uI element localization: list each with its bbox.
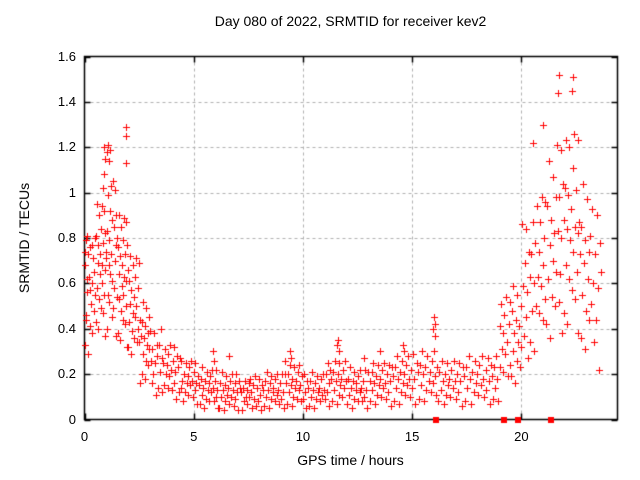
x-tick-label: 10	[295, 429, 311, 444]
y-tick-label: 0.6	[57, 275, 76, 291]
y-tick-label: 1.4	[57, 93, 76, 109]
x-tick-label: 5	[190, 429, 198, 444]
chart-title: Day 080 of 2022, SRMTID for receiver kev…	[214, 13, 487, 29]
y-tick-label: 1.2	[57, 139, 76, 155]
y-tick-label: 0	[68, 411, 76, 427]
x-tick-label: 15	[404, 429, 420, 444]
y-tick-label: 1	[68, 184, 76, 200]
y-tick-label: 1.6	[57, 48, 76, 64]
x-axis-label: GPS time / hours	[297, 452, 404, 468]
y-tick-label: 0.8	[57, 230, 76, 245]
y-tick-label: 0.2	[57, 366, 76, 382]
x-tick-label: 20	[514, 429, 529, 444]
x-tick-label: 0	[80, 429, 89, 444]
y-tick-label: 0.4	[57, 320, 76, 336]
